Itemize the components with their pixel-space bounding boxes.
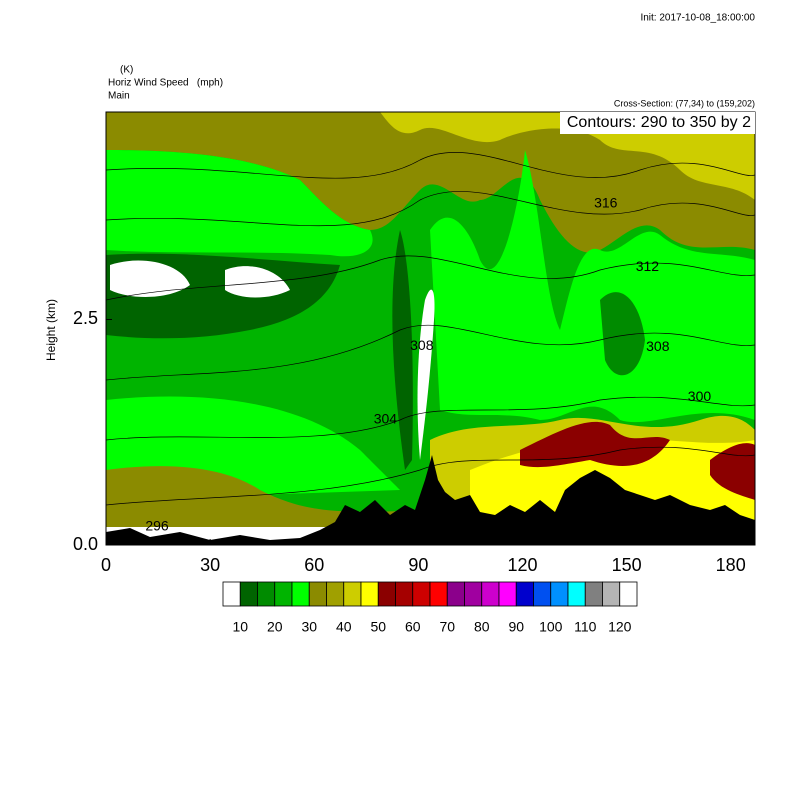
- colorbar-box: [481, 581, 500, 607]
- colorbar-box: [343, 581, 362, 607]
- colorbar-label: 80: [474, 619, 490, 635]
- domain-name: Main: [108, 91, 130, 102]
- colorbar-label: 120: [608, 619, 632, 635]
- colorbar-box: [395, 581, 414, 607]
- contour-info: Contours: 290 to 350 by 2: [567, 114, 751, 131]
- colorbar-box: [498, 581, 517, 607]
- colorbar-box: [584, 581, 603, 607]
- colorbar-box: [567, 581, 586, 607]
- colorbar-label: 40: [336, 619, 352, 635]
- x-tick-label: 0: [101, 555, 111, 575]
- x-tick-label: 90: [408, 555, 428, 575]
- colorbar-box: [308, 581, 327, 607]
- colorbar-label: 30: [301, 619, 317, 635]
- x-tick-label: 60: [304, 555, 324, 575]
- colorbar-label: 70: [439, 619, 455, 635]
- contour-label: 308: [646, 338, 670, 354]
- field-name: Horiz Wind Speed (mph): [108, 78, 223, 89]
- colorbar-box: [602, 581, 621, 607]
- colorbar-box: [377, 581, 396, 607]
- init-time: Init: 2017-10-08_18:00:00: [640, 13, 755, 24]
- colorbar-box: [326, 581, 345, 607]
- units: (K): [120, 65, 133, 76]
- contour-label: 316: [594, 195, 618, 211]
- y-tick-label: 2.5: [73, 308, 98, 328]
- colorbar-label: 90: [508, 619, 524, 635]
- x-tick-label: 30: [200, 555, 220, 575]
- colorbar-label: 110: [574, 619, 597, 635]
- contour-label: 308: [410, 337, 434, 353]
- colorbar-box: [412, 581, 431, 607]
- colorbar-box: [446, 581, 465, 607]
- contour-label: 312: [636, 258, 660, 274]
- cross-section: Cross-Section: (77,34) to (159,202): [614, 98, 755, 108]
- x-tick-label: 120: [507, 555, 537, 575]
- y-tick-label: 0.0: [73, 534, 98, 554]
- contour-info-box: [560, 112, 755, 134]
- contour-label: 296: [145, 518, 169, 534]
- contour-label: 300: [688, 388, 712, 404]
- colorbar-label: 20: [267, 619, 283, 635]
- colorbar-box: [533, 581, 552, 607]
- colorbar-box: [222, 581, 241, 607]
- colorbar-box: [360, 581, 379, 607]
- y-axis-label: Height (km): [44, 299, 58, 361]
- colorbar-label: 50: [370, 619, 386, 635]
- colorbar-box: [619, 581, 638, 607]
- colorbar-box: [239, 581, 258, 607]
- colorbar-box: [550, 581, 569, 607]
- plot-frame: [105, 111, 756, 546]
- x-tick-label: 180: [716, 555, 746, 575]
- colorbar-label: 60: [405, 619, 421, 635]
- colorbar-box: [257, 581, 276, 607]
- colorbar-label: 10: [232, 619, 248, 635]
- x-tick-label: 150: [612, 555, 642, 575]
- colorbar-box: [274, 581, 293, 607]
- colorbar-box: [464, 581, 483, 607]
- colorbar-label: 100: [539, 619, 563, 635]
- contour-label: 304: [374, 410, 398, 426]
- colorbar-box: [429, 581, 448, 607]
- colorbar-box: [291, 581, 310, 607]
- field: [106, 112, 755, 545]
- colorbar-box: [515, 581, 534, 607]
